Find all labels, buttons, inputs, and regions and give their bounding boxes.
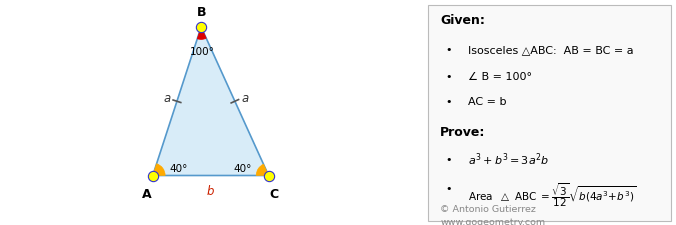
Wedge shape <box>197 27 206 39</box>
Polygon shape <box>153 27 268 176</box>
Text: $a^3 + b^3 = 3a^2b$: $a^3 + b^3 = 3a^2b$ <box>468 152 550 169</box>
Text: •: • <box>445 184 452 194</box>
Text: a: a <box>241 92 249 106</box>
Text: 40°: 40° <box>233 164 251 174</box>
Text: •: • <box>445 155 452 165</box>
Text: Prove:: Prove: <box>440 126 485 139</box>
Wedge shape <box>153 164 165 176</box>
Text: AC = b: AC = b <box>468 97 506 107</box>
FancyBboxPatch shape <box>427 4 671 220</box>
Text: a: a <box>163 92 170 106</box>
Point <box>263 174 274 177</box>
Point <box>147 174 158 177</box>
Text: •: • <box>445 72 452 82</box>
Text: C: C <box>270 188 279 201</box>
Point <box>196 25 207 29</box>
Text: 40°: 40° <box>170 164 188 174</box>
Text: b: b <box>207 185 214 198</box>
Text: B: B <box>196 6 206 19</box>
Wedge shape <box>256 164 268 176</box>
Text: www.gogeometry.com: www.gogeometry.com <box>440 218 546 225</box>
Text: 100°: 100° <box>189 47 214 57</box>
Text: •: • <box>445 45 452 55</box>
Text: A: A <box>143 188 152 201</box>
Text: ∠ B = 100°: ∠ B = 100° <box>468 72 532 82</box>
Text: © Antonio Gutierrez: © Antonio Gutierrez <box>440 205 536 214</box>
Text: Area  $\triangle$ ABC $= \dfrac{\sqrt{3}}{12}\sqrt{b(4a^3\!+\! b^3)}$: Area $\triangle$ ABC $= \dfrac{\sqrt{3}}… <box>468 181 637 209</box>
Text: Isosceles △ABC:  AB = BC = a: Isosceles △ABC: AB = BC = a <box>468 45 634 55</box>
Text: •: • <box>445 97 452 107</box>
Text: Given:: Given: <box>440 14 485 27</box>
